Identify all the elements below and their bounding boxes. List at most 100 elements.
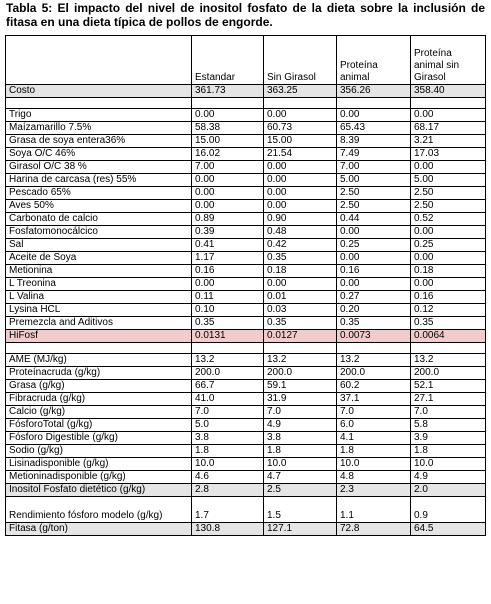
row-value: 0.12	[410, 303, 486, 317]
row-value: 0.00	[191, 108, 264, 122]
row-label: Metionina	[5, 264, 192, 278]
row-value: 1.8	[410, 444, 486, 458]
row-label: Sodio (g/kg)	[5, 444, 192, 458]
row-value: 0.25	[410, 238, 486, 252]
row-label: Fibracruda (g/kg)	[5, 392, 192, 406]
row-value: 0.00	[410, 108, 486, 122]
row-value: 0.00	[336, 277, 411, 291]
row-value: 72.8	[336, 522, 411, 536]
table-row: Metioninadisponible (g/kg) 4.6 4.7 4.8 4.9	[5, 470, 486, 484]
table-row: Lisinadisponible (g/kg) 10.0 10.0 10.0 10.0	[5, 457, 486, 471]
row-value: 0.00	[263, 173, 337, 187]
row-label: Maízamarillo 7.5%	[5, 121, 192, 135]
table-row: Inositol Fosfato dietético (g/kg) 2.8 2.5 2…	[5, 483, 486, 497]
column-header: Sin Girasol	[263, 35, 337, 85]
row-value: 7.0	[410, 405, 486, 419]
row-label: Trigo	[5, 108, 192, 122]
table-row: Fibracruda (g/kg) 41.0 31.9 37.1 27.1	[5, 392, 486, 406]
row-value: 41.0	[191, 392, 264, 406]
row-value: 0.35	[263, 251, 337, 265]
column-header: Proteína animal sin Girasol	[410, 35, 486, 85]
row-value: 0.35	[410, 316, 486, 330]
row-value: 0.00	[263, 160, 337, 174]
row-value: 0.00	[410, 277, 486, 291]
spacer-row	[5, 342, 486, 354]
row-label: Pescado 65%	[5, 186, 192, 200]
table-row: Fósforo Digestible (g/kg) 3.8 3.8 4.1 3.9	[5, 431, 486, 445]
row-value: 7.00	[336, 160, 411, 174]
table-row: HiFosf 0.0131 0.0127 0.0073 0.0064	[5, 329, 486, 343]
row-value: 2.50	[336, 186, 411, 200]
row-value: 58.38	[191, 121, 264, 135]
row-value: 27.1	[410, 392, 486, 406]
row-value: 7.0	[191, 405, 264, 419]
row-value: 0.0131	[191, 329, 264, 343]
table-row: Grasa (g/kg) 66.7 59.1 60.2 52.1	[5, 379, 486, 393]
row-value: 13.2	[263, 353, 337, 367]
row-value: 2.8	[191, 483, 264, 497]
table-row: FósforoTotal (g/kg) 5.0 4.9 6.0 5.8	[5, 418, 486, 432]
table-row: Sal 0.41 0.42 0.25 0.25	[5, 238, 486, 252]
row-value: 13.2	[336, 353, 411, 367]
row-value: 1.8	[191, 444, 264, 458]
row-value: 0.00	[336, 251, 411, 265]
row-value: 10.0	[410, 457, 486, 471]
row-value: 31.9	[263, 392, 337, 406]
row-value: 13.2	[191, 353, 264, 367]
row-label: Rendimiento fósforo modelo (g/kg)	[5, 496, 192, 523]
row-value: 3.8	[263, 431, 337, 445]
table-row: Maízamarillo 7.5% 58.38 60.73 65.43 68.17	[5, 121, 486, 135]
row-label: Harina de carcasa (res) 55%	[5, 173, 192, 187]
row-value: 0.00	[410, 160, 486, 174]
row-value: 1.5	[263, 496, 337, 523]
row-label: Lysina HCL	[5, 303, 192, 317]
column-header: Proteína animal	[336, 35, 411, 85]
row-value: 200.0	[191, 366, 264, 380]
table-row: Calcio (g/kg) 7.0 7.0 7.0 7.0	[5, 405, 486, 419]
row-label: L Treonina	[5, 277, 192, 291]
row-value: 0.10	[191, 303, 264, 317]
row-value: 7.49	[336, 147, 411, 161]
row-value: 15.00	[263, 134, 337, 148]
row-value: 10.0	[263, 457, 337, 471]
table-row: Harina de carcasa (res) 55% 0.00 0.00 5.00 5…	[5, 173, 486, 187]
row-value: 4.8	[336, 470, 411, 484]
empty-cell	[263, 342, 337, 354]
row-value: 0.00	[263, 108, 337, 122]
row-value: 52.1	[410, 379, 486, 393]
table-row: L Valina 0.11 0.01 0.27 0.16	[5, 290, 486, 304]
row-value: 3.8	[191, 431, 264, 445]
row-label: Grasa de soya entera36%	[5, 134, 192, 148]
row-value: 0.03	[263, 303, 337, 317]
row-value: 361.73	[191, 84, 264, 98]
table-row: Costo 361.73 363.25 356.26 358.40	[5, 84, 486, 98]
row-label: Girasol O/C 38 %	[5, 160, 192, 174]
table-row: Aceite de Soya 1.17 0.35 0.00 0.00	[5, 251, 486, 265]
empty-cell	[263, 97, 337, 109]
row-value: 17.03	[410, 147, 486, 161]
column-header: Estandar	[191, 35, 264, 85]
row-value: 15.00	[191, 134, 264, 148]
column-header	[5, 35, 192, 85]
table-row: Pescado 65% 0.00 0.00 2.50 2.50	[5, 186, 486, 200]
table-caption: Tabla 5: El impacto del nivel de inosito…	[6, 1, 485, 29]
row-value: 0.41	[191, 238, 264, 252]
row-value: 127.1	[263, 522, 337, 536]
row-label: Premezcla and Aditivos	[5, 316, 192, 330]
row-value: 0.00	[263, 277, 337, 291]
table-row: Trigo 0.00 0.00 0.00 0.00	[5, 108, 486, 122]
row-value: 0.16	[410, 290, 486, 304]
row-value: 2.50	[410, 199, 486, 213]
row-value: 2.0	[410, 483, 486, 497]
row-value: 0.16	[336, 264, 411, 278]
table-row: Proteínacruda (g/kg) 200.0 200.0 200.0 200.0	[5, 366, 486, 380]
row-value: 0.44	[336, 212, 411, 226]
row-value: 5.00	[336, 173, 411, 187]
empty-cell	[191, 97, 264, 109]
row-value: 65.43	[336, 121, 411, 135]
table-row: Grasa de soya entera36% 15.00 15.00 8.39 3.2…	[5, 134, 486, 148]
row-value: 0.16	[191, 264, 264, 278]
empty-cell	[336, 342, 411, 354]
table-row: Premezcla and Aditivos 0.35 0.35 0.35 0.35	[5, 316, 486, 330]
row-value: 1.7	[191, 496, 264, 523]
